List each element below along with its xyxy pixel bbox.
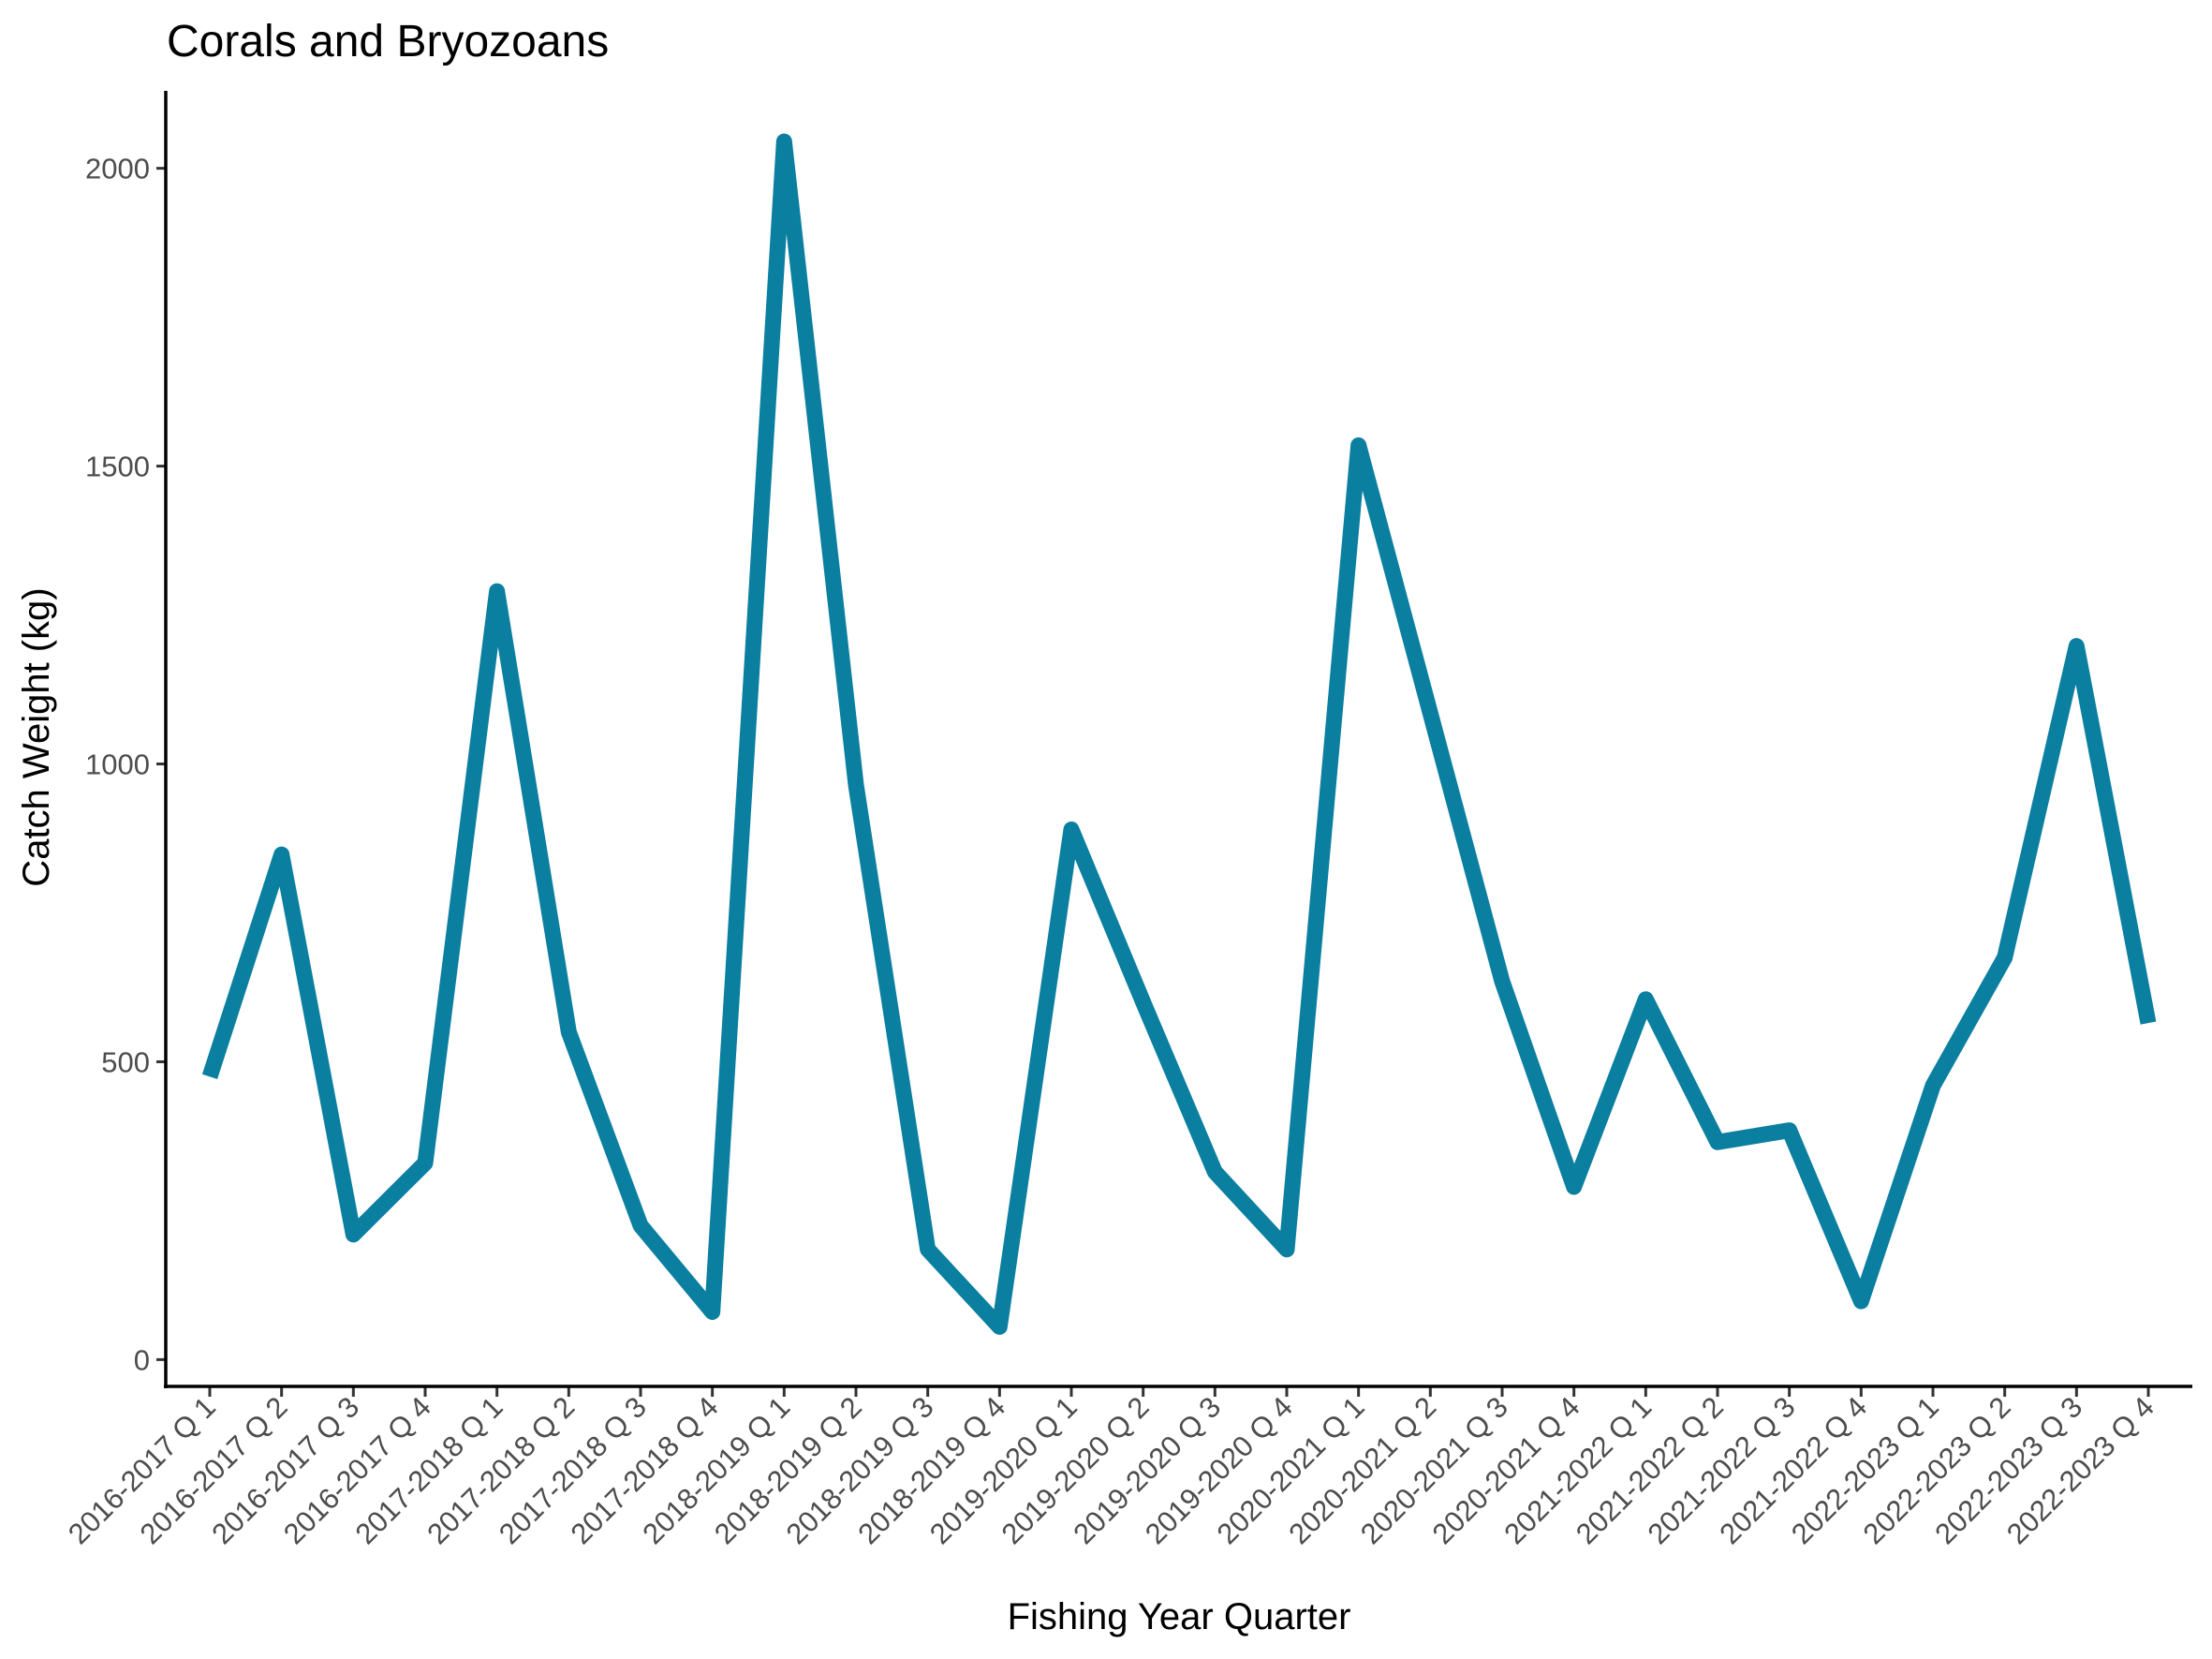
- data-point: [1573, 1186, 1575, 1188]
- y-tick-label: 500: [101, 1045, 150, 1078]
- data-point: [352, 1234, 354, 1236]
- y-tick-label: 0: [134, 1343, 150, 1376]
- data-point: [568, 1031, 569, 1033]
- data-point: [1789, 1130, 1791, 1132]
- y-tick-label: 1500: [85, 451, 150, 483]
- y-axis-title: Catch Weight (kg): [16, 587, 57, 886]
- data-point: [1860, 1300, 1862, 1302]
- data-point: [1070, 828, 1072, 830]
- data-point: [1286, 1249, 1288, 1251]
- data-point: [2075, 645, 2077, 647]
- data-point: [496, 590, 498, 592]
- plot-area: [201, 133, 2157, 1335]
- x-axis-title: Fishing Year Quarter: [1008, 1596, 1351, 1637]
- data-point: [281, 853, 283, 855]
- data-point: [1214, 1171, 1216, 1173]
- data-point: [855, 784, 857, 786]
- data-point: [209, 1075, 211, 1077]
- data-point: [998, 1326, 1000, 1327]
- data-point: [927, 1249, 929, 1251]
- y-axis: 0 500 1000 1500 2000: [85, 153, 166, 1376]
- y-tick-label: 1000: [85, 748, 150, 781]
- data-point: [1429, 712, 1431, 714]
- data-point: [1717, 1141, 1718, 1143]
- series-line: [201, 133, 2157, 1335]
- data-point: [424, 1163, 426, 1164]
- y-tick-label: 2000: [85, 153, 150, 185]
- data-point: [1644, 999, 1646, 1000]
- data-point: [1501, 981, 1503, 983]
- data-point: [640, 1224, 641, 1226]
- data-point: [2004, 956, 2006, 958]
- data-point: [1143, 1001, 1144, 1003]
- data-point: [1358, 444, 1360, 446]
- data-point: [712, 1311, 714, 1313]
- data-point: [2147, 1022, 2149, 1024]
- data-point: [783, 141, 785, 142]
- data-point: [1932, 1085, 1934, 1087]
- chart-title: Corals and Bryozoans: [167, 17, 609, 67]
